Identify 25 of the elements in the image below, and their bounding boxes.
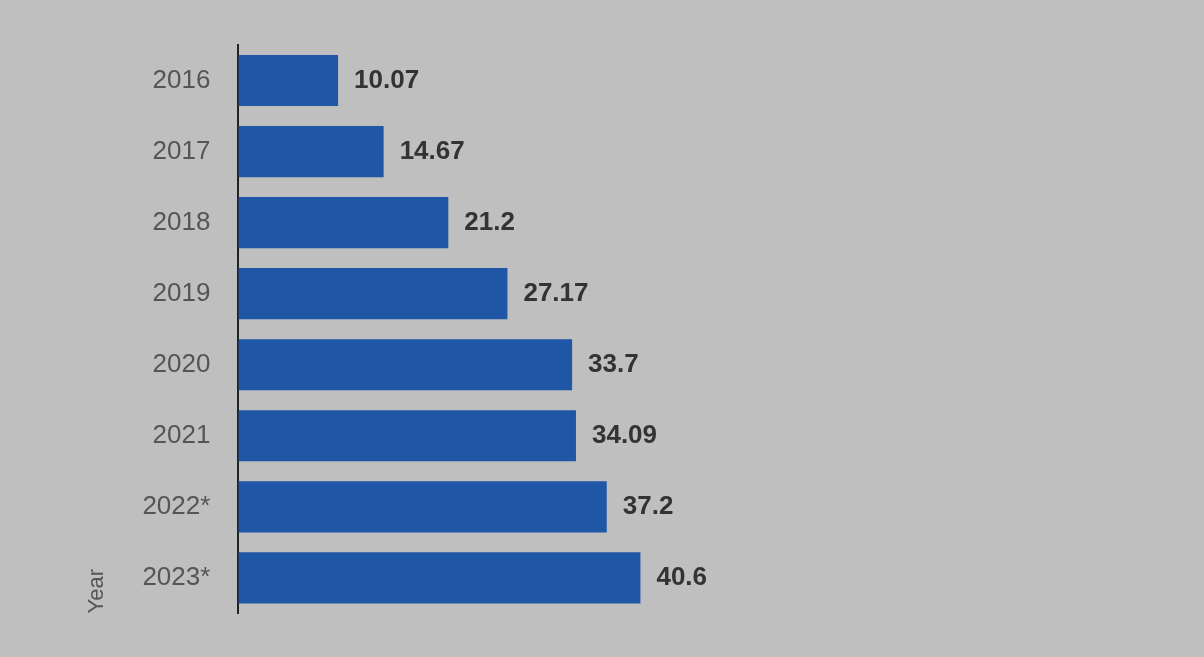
data-label: 40.6 [656,561,708,592]
data-label: 37.2 [622,490,674,520]
bar [238,339,573,391]
bar [238,552,641,604]
bar [238,481,607,533]
bar [238,268,508,320]
y-tick-label: 2021 [152,418,211,449]
bar [238,197,449,249]
data-label: 33.7 [588,347,639,378]
bar [238,410,576,462]
y-tick-label: 2018 [152,205,211,236]
data-label: 21.2 [464,205,515,236]
data-label: 14.67 [399,134,465,165]
y-tick-label: 2023* [142,561,211,592]
y-tick-label: 2019 [152,276,211,307]
bar [238,126,384,178]
y-tick-label: 2020 [152,347,211,378]
y-tick-label: 2017 [152,134,211,165]
data-label: 10.07 [354,63,420,94]
bar [238,54,339,107]
y-tick-label: 2016 [152,63,211,94]
data-label: 34.09 [591,418,658,449]
data-label: 27.17 [523,276,589,307]
y-axis-title: Year [83,568,109,614]
y-tick-label: 2022* [142,490,211,520]
